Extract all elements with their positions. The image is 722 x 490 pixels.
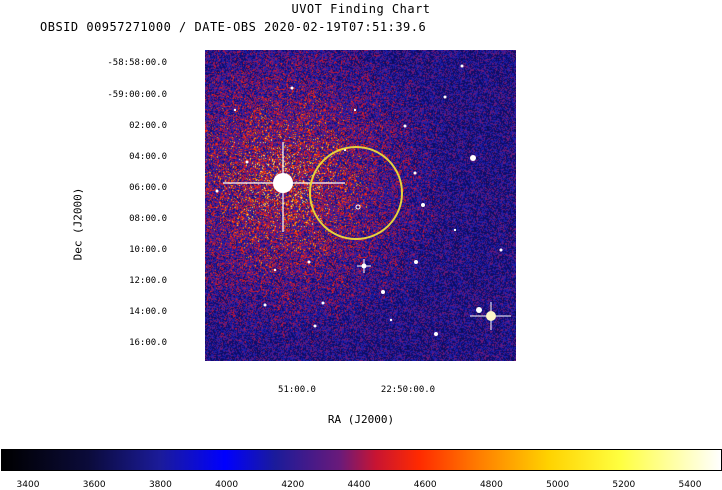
star	[313, 324, 317, 328]
colorbar-tick-label: 5200	[612, 480, 636, 490]
colorbar-tick-label: 4600	[413, 480, 437, 490]
star	[215, 189, 219, 193]
dec-tick-label: 16:00.0	[129, 338, 167, 348]
finding-circle	[309, 146, 403, 240]
star	[453, 228, 457, 232]
colorbar-tick-label: 3400	[16, 480, 40, 490]
star	[263, 303, 267, 307]
star	[434, 332, 438, 336]
star	[499, 248, 503, 252]
star	[414, 260, 418, 264]
sky-image-pixels	[205, 50, 516, 361]
colorbar-tick-label: 5400	[678, 480, 702, 490]
chart-title: UVOT Finding Chart	[291, 2, 431, 16]
star	[421, 203, 425, 207]
star	[290, 86, 294, 90]
star	[476, 307, 482, 313]
star	[413, 171, 417, 175]
y-axis-label: Dec (J2000)	[71, 187, 85, 261]
star	[307, 260, 311, 264]
star	[353, 108, 357, 112]
colorbar-tick-label: 4000	[215, 480, 239, 490]
bright-star	[273, 173, 293, 193]
dec-tick-label: 10:00.0	[129, 245, 167, 255]
colorbar-tick-label: 3800	[148, 480, 172, 490]
star	[460, 64, 464, 68]
ra-tick-label: 51:00.0	[278, 385, 316, 395]
colorbar-tick-label: 3600	[82, 480, 106, 490]
dec-tick-label: 14:00.0	[129, 307, 167, 317]
dec-tick-label: -59:00:00.0	[107, 90, 167, 100]
dec-tick-label: 02:00.0	[129, 121, 167, 131]
colorbar	[1, 449, 722, 471]
x-axis-label: RA (J2000)	[327, 413, 395, 426]
chart-subtitle: OBSID 00957271000 / DATE-OBS 2020-02-19T…	[40, 20, 427, 34]
colorbar-tick-label: 4800	[479, 480, 503, 490]
sky-image-overlay	[215, 64, 511, 336]
dec-tick-label: 12:00.0	[129, 276, 167, 286]
sky-image	[205, 50, 516, 361]
colorbar-tick-label: 4400	[347, 480, 371, 490]
colorbar-tick-label: 5000	[546, 480, 570, 490]
dec-tick-label: 08:00.0	[129, 214, 167, 224]
star	[443, 95, 447, 99]
star	[403, 124, 407, 128]
star	[245, 160, 249, 164]
star	[233, 108, 237, 112]
ra-tick-label: 22:50:00.0	[380, 385, 436, 395]
dec-tick-label: 04:00.0	[129, 152, 167, 162]
dec-tick-label: -58:58:00.0	[107, 58, 167, 68]
dec-tick-label: 06:00.0	[129, 183, 167, 193]
star	[381, 290, 385, 294]
colorbar-tick-label: 4200	[281, 480, 305, 490]
star	[486, 311, 496, 321]
star	[389, 318, 393, 322]
star	[321, 301, 325, 305]
target-marker	[355, 204, 361, 210]
star	[273, 268, 277, 272]
star	[470, 155, 476, 161]
